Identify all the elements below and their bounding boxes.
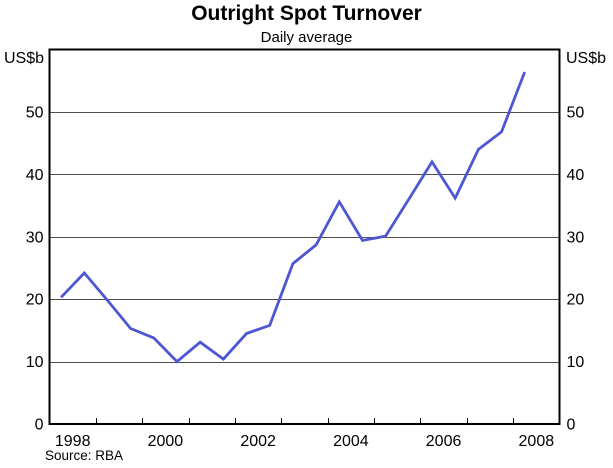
source-note: Source: RBA <box>45 448 124 463</box>
y-axis-label-left: 20 <box>26 292 44 309</box>
x-axis-label: 1998 <box>55 433 91 450</box>
y-axis-label-right: 20 <box>567 292 585 309</box>
chart-title: Outright Spot Turnover <box>191 2 422 25</box>
plot-border <box>48 48 561 425</box>
y-axis-label-left: 10 <box>26 354 44 371</box>
y-axis-label-right: 30 <box>567 229 585 246</box>
y-axis-label-left: 30 <box>26 229 44 246</box>
y-axis-label-right: 50 <box>567 104 585 121</box>
y-axis-label-left: 50 <box>26 104 44 121</box>
y-axis-unit-left: US$b <box>3 50 44 67</box>
x-axis-label: 2006 <box>426 433 462 450</box>
y-axis-label-right: 40 <box>567 167 585 184</box>
y-axis-label-right: 0 <box>567 417 576 434</box>
x-axis-label: 2008 <box>519 433 555 450</box>
x-axis-label: 2004 <box>333 433 369 450</box>
x-axis-label: 2002 <box>240 433 276 450</box>
y-axis-label-left: 0 <box>35 417 44 434</box>
x-axis-label: 2000 <box>148 433 184 450</box>
y-axis-label-right: 10 <box>567 354 585 371</box>
turnover-line <box>60 71 527 364</box>
y-axis-label-left: 40 <box>26 167 44 184</box>
y-axis-unit-right: US$b <box>566 50 607 67</box>
chart-subtitle: Daily average <box>260 29 353 46</box>
